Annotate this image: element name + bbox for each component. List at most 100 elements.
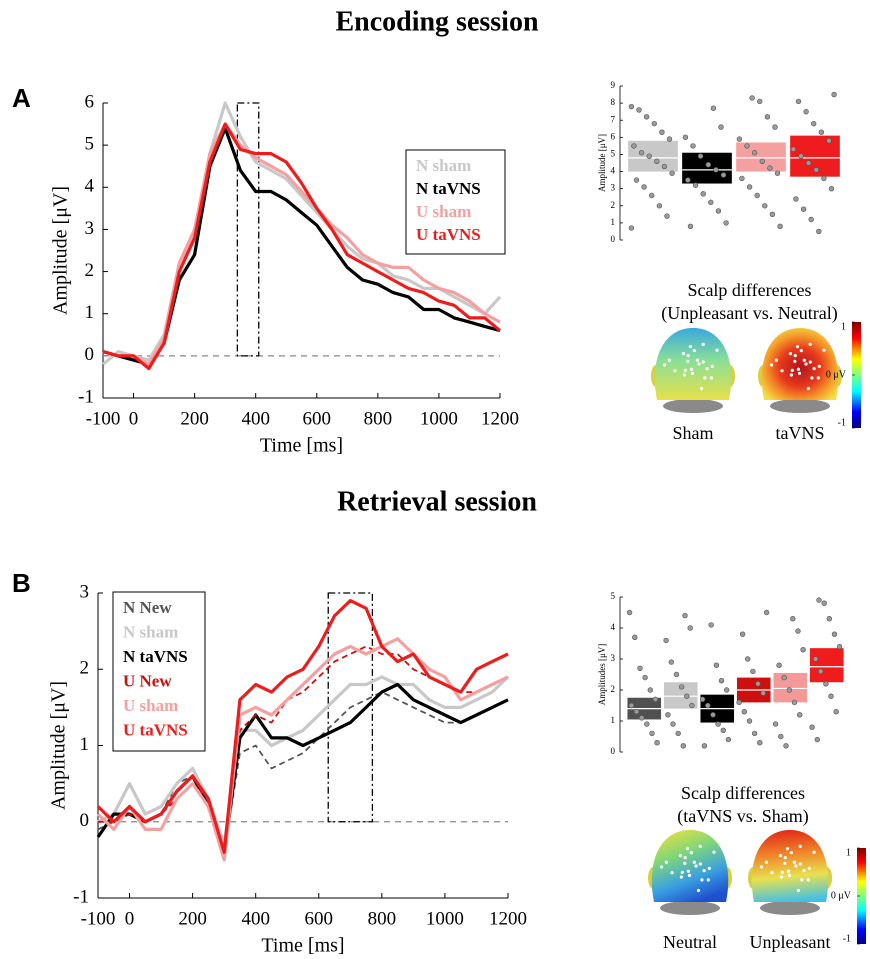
- data-point: [661, 163, 668, 170]
- y-tick-label: 3: [80, 581, 90, 602]
- panel-label: B: [12, 568, 31, 598]
- map-title: Scalp differences: [687, 280, 811, 300]
- electrode: [701, 342, 705, 346]
- x-tick-label: 1200: [481, 408, 519, 429]
- data-point: [746, 718, 753, 724]
- electrode: [785, 847, 790, 851]
- map-title: Scalp differences: [681, 783, 805, 803]
- data-point: [805, 160, 812, 166]
- electrode: [790, 368, 794, 372]
- data-point: [628, 702, 635, 709]
- data-point: [718, 677, 725, 684]
- x-tick-label: 400: [241, 908, 270, 929]
- electrode: [770, 871, 774, 875]
- map-label: Neutral: [663, 932, 717, 952]
- electrode: [812, 367, 816, 371]
- data-point: [718, 124, 724, 130]
- data-point: [678, 684, 685, 690]
- map-title: (Unpleasant vs. Neutral): [661, 303, 837, 324]
- data-point: [669, 170, 675, 176]
- electrode: [806, 386, 811, 391]
- x-tick-label: -100: [81, 908, 116, 929]
- electrode: [817, 364, 821, 368]
- electrode: [795, 345, 800, 349]
- data-point: [821, 175, 827, 182]
- data-point: [643, 114, 650, 120]
- data-point: [772, 721, 779, 727]
- electrode: [802, 358, 806, 362]
- x-tick-label: 200: [180, 408, 209, 429]
- data-point: [751, 150, 758, 156]
- electrode: [780, 870, 784, 875]
- data-point: [762, 203, 768, 209]
- electrode: [683, 368, 687, 372]
- data-point: [697, 153, 704, 159]
- data-point: [754, 192, 760, 199]
- data-point: [764, 114, 771, 120]
- electrode: [706, 878, 710, 882]
- y-tick-label: 1: [85, 302, 95, 323]
- data-point: [670, 721, 676, 727]
- ci-box: [682, 152, 732, 184]
- electrode: [692, 860, 696, 864]
- data-point: [687, 625, 693, 631]
- y-tick-label: -1: [78, 386, 94, 407]
- y-axis-label: Amplitudes [μV]: [597, 644, 607, 706]
- electrode: [667, 358, 672, 362]
- legend-entry: U sham: [416, 202, 471, 221]
- time-window: [236, 102, 260, 357]
- electrode: [796, 888, 801, 893]
- data-point: [772, 124, 778, 130]
- electrode: [793, 354, 797, 358]
- electrode: [673, 369, 677, 373]
- electrode: [694, 864, 698, 868]
- data-point: [648, 192, 655, 199]
- scalp-map: [654, 328, 732, 400]
- data-point: [786, 687, 793, 693]
- y-tick-label: 3: [611, 183, 616, 193]
- colorbar-label: 0 μV: [831, 890, 852, 901]
- data-point: [749, 95, 755, 101]
- electrode: [664, 860, 669, 864]
- y-tick-label: 2: [85, 260, 95, 281]
- data-point: [810, 120, 817, 127]
- electrode: [797, 371, 802, 375]
- data-point: [632, 634, 638, 640]
- data-point: [646, 153, 652, 159]
- data-point: [795, 98, 802, 105]
- y-tick-label: 1: [611, 715, 616, 725]
- electrode: [787, 873, 792, 878]
- map-label: Unpleasant: [750, 932, 831, 952]
- colorbar-label: -1: [843, 933, 851, 944]
- data-point: [791, 699, 798, 706]
- data-point: [666, 136, 673, 142]
- data-point: [701, 743, 708, 749]
- data-point: [720, 172, 727, 178]
- data-point: [783, 743, 789, 749]
- data-point: [631, 143, 637, 149]
- data-point: [652, 696, 659, 702]
- y-tick-label: 6: [611, 131, 616, 141]
- colorbar-label: 0 μV: [826, 369, 847, 380]
- data-point: [803, 108, 809, 115]
- y-tick-label: 8: [611, 97, 616, 107]
- line-series: [102, 122, 502, 371]
- electrode: [783, 861, 787, 865]
- electrode: [701, 360, 705, 364]
- electrode: [703, 376, 707, 380]
- legend-entry: U taVNS: [416, 225, 481, 244]
- map-label: Sham: [672, 423, 713, 443]
- electrode: [709, 376, 713, 380]
- y-tick-label: 7: [611, 114, 616, 124]
- data-point: [708, 622, 714, 628]
- data-point: [637, 665, 643, 671]
- head-base: [770, 399, 830, 413]
- x-tick-label: 600: [305, 908, 334, 929]
- data-point: [814, 736, 820, 743]
- electrode: [800, 878, 804, 882]
- electrode: [705, 367, 709, 371]
- electrode: [802, 869, 806, 873]
- electrode: [806, 878, 810, 882]
- scalp-map: [651, 830, 729, 902]
- electrode: [807, 866, 811, 871]
